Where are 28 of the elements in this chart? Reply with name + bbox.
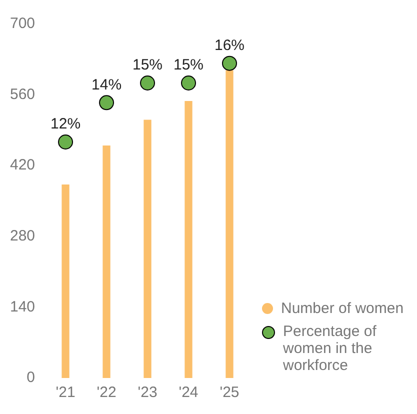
y-tick-label: 420 bbox=[10, 156, 36, 174]
point bbox=[58, 134, 74, 150]
y-tick-label: 140 bbox=[10, 298, 36, 316]
point bbox=[140, 76, 156, 90]
y-tick-label: 280 bbox=[10, 228, 36, 245]
y-tick-label: 0 bbox=[26, 369, 36, 386]
point bbox=[99, 95, 114, 110]
legend-label: Percentage of women in the workforce bbox=[283, 323, 378, 374]
bar bbox=[102, 146, 110, 378]
x-tick-label: '24 bbox=[178, 384, 198, 402]
bar bbox=[144, 120, 152, 378]
point bbox=[181, 76, 196, 90]
data-label: 16% bbox=[214, 36, 245, 54]
bar bbox=[62, 184, 70, 378]
x-tick-label: '21 bbox=[56, 384, 76, 402]
point bbox=[222, 56, 238, 71]
bar bbox=[226, 70, 234, 378]
x-tick-label: '22 bbox=[96, 384, 116, 402]
data-label: 14% bbox=[92, 76, 122, 94]
y-tick-label: 700 bbox=[10, 15, 36, 32]
x-tick-label: '23 bbox=[138, 384, 158, 402]
data-label: 12% bbox=[50, 116, 81, 133]
y-tick-label: 560 bbox=[10, 86, 36, 103]
data-label: 15% bbox=[173, 56, 204, 74]
legend-label: Number of women bbox=[281, 300, 404, 317]
x-tick-label: '25 bbox=[220, 384, 240, 402]
bar bbox=[184, 101, 192, 378]
data-label: 15% bbox=[132, 56, 163, 74]
